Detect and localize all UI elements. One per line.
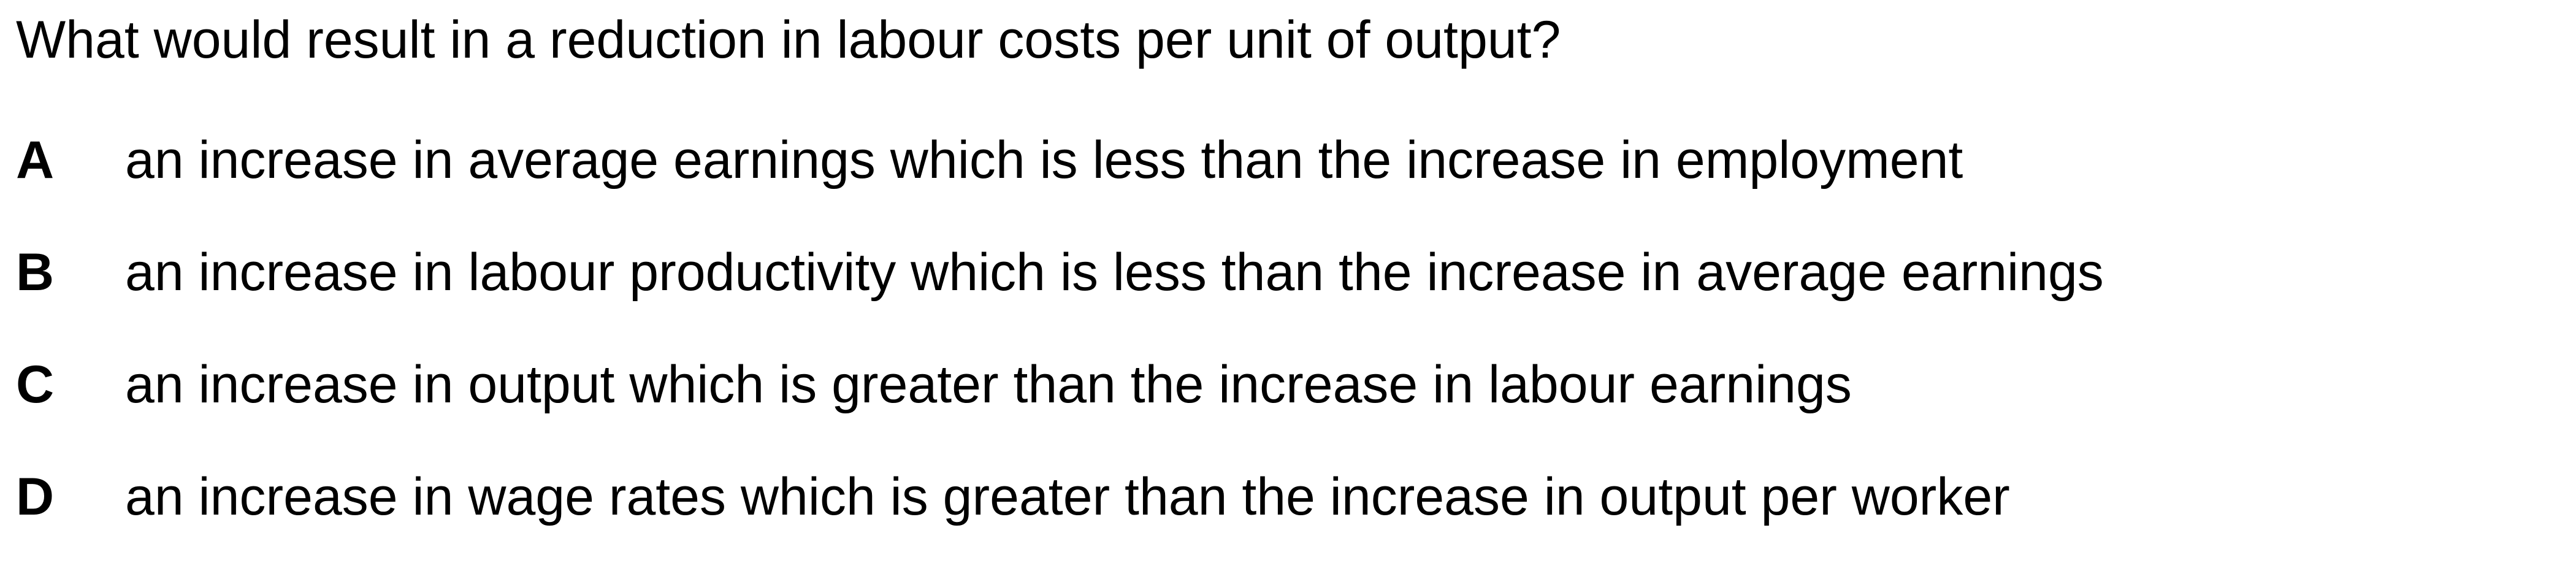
option-a-letter: A [16,131,55,190]
option-d-letter: D [16,467,55,526]
option-b-letter: B [16,243,55,302]
option-b-text: an increase in labour productivity which… [125,243,2104,302]
option-c-text: an increase in output which is greater t… [125,355,1852,414]
option-a-text: an increase in average earnings which is… [125,131,1963,190]
question-text: What would result in a reduction in labo… [16,10,1561,69]
option-d-text: an increase in wage rates which is great… [125,467,2010,526]
option-c-letter: C [16,355,55,414]
